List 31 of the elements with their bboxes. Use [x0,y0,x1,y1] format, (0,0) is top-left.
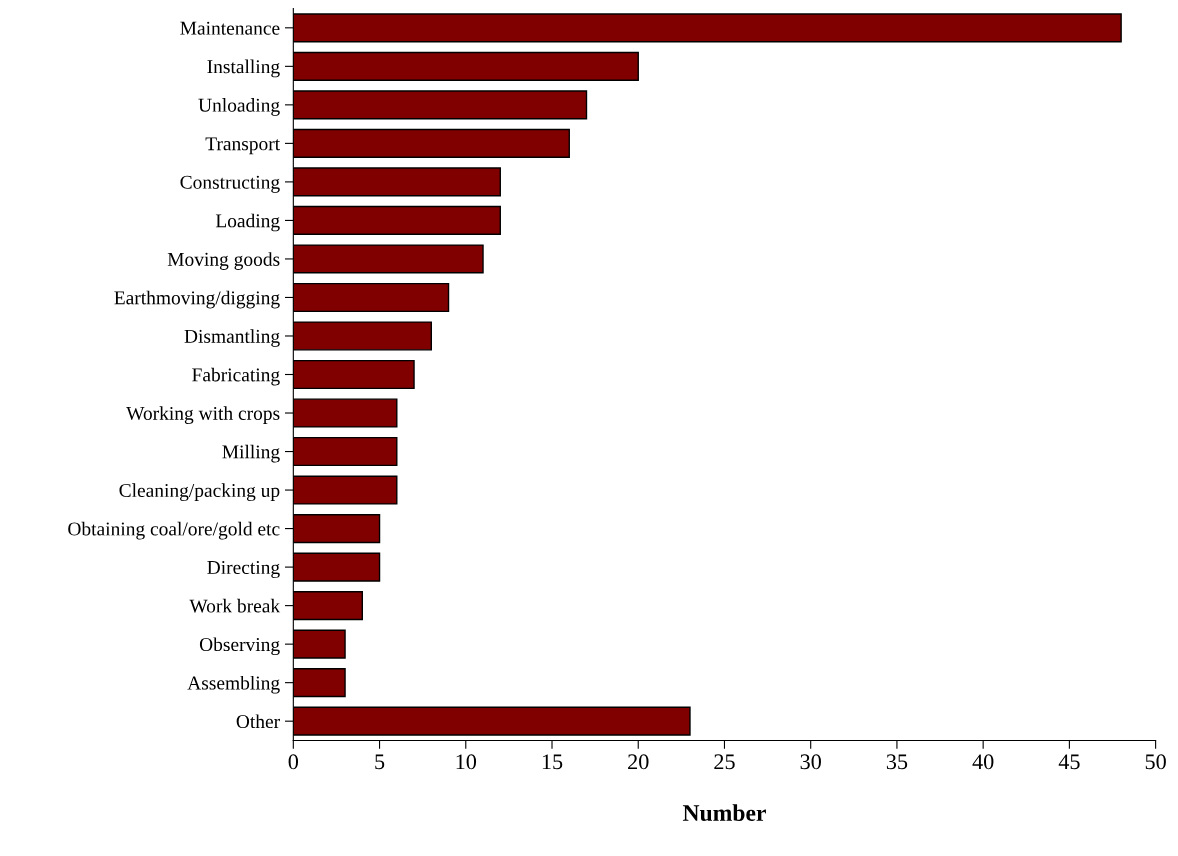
y-tick-label: Transport [205,137,281,155]
y-tick-label: Dismantling [184,329,280,347]
x-tick-label: 50 [1145,754,1166,770]
x-tick-label: 30 [800,754,821,770]
y-tick-label: Loading [215,213,280,232]
y-tick-label: Work break [189,598,281,613]
y-tick-label: Constructing [180,175,280,193]
y-tick-label: Cleaning/packing up [119,483,280,501]
y-tick-label: Earthmoving/digging [114,290,280,309]
y-tick-label: Working with crops [126,406,280,424]
y-tick-label: Unloading [198,98,280,116]
y-tick-label: Obtaining coal/ore/gold etc [68,521,280,540]
x-tick-label: 35 [886,754,908,770]
y-tick-label: Installing [207,59,280,78]
y-tick-label: Fabricating [192,367,280,386]
x-tick-label: 45 [1058,754,1080,770]
y-tick-label: Observing [199,637,280,656]
x-tick-label: 5 [375,754,385,770]
x-tick-label: 20 [628,754,649,770]
y-tick-label: Milling [222,444,280,463]
y-tick-label: Assembling [187,675,280,694]
x-tick-label: 10 [456,754,477,770]
y-tick-label: Other [236,714,280,729]
x-tick-label: 40 [972,754,994,770]
y-tick-label: Moving goods [167,252,280,270]
x-tick-label: 25 [714,754,735,770]
x-axis-title: Number [682,804,766,822]
y-tick-label: Maintenance [180,21,280,35]
y-tick-label: Directing [207,560,280,579]
x-tick-label: 0 [288,754,299,770]
x-tick-label: 15 [542,754,563,770]
